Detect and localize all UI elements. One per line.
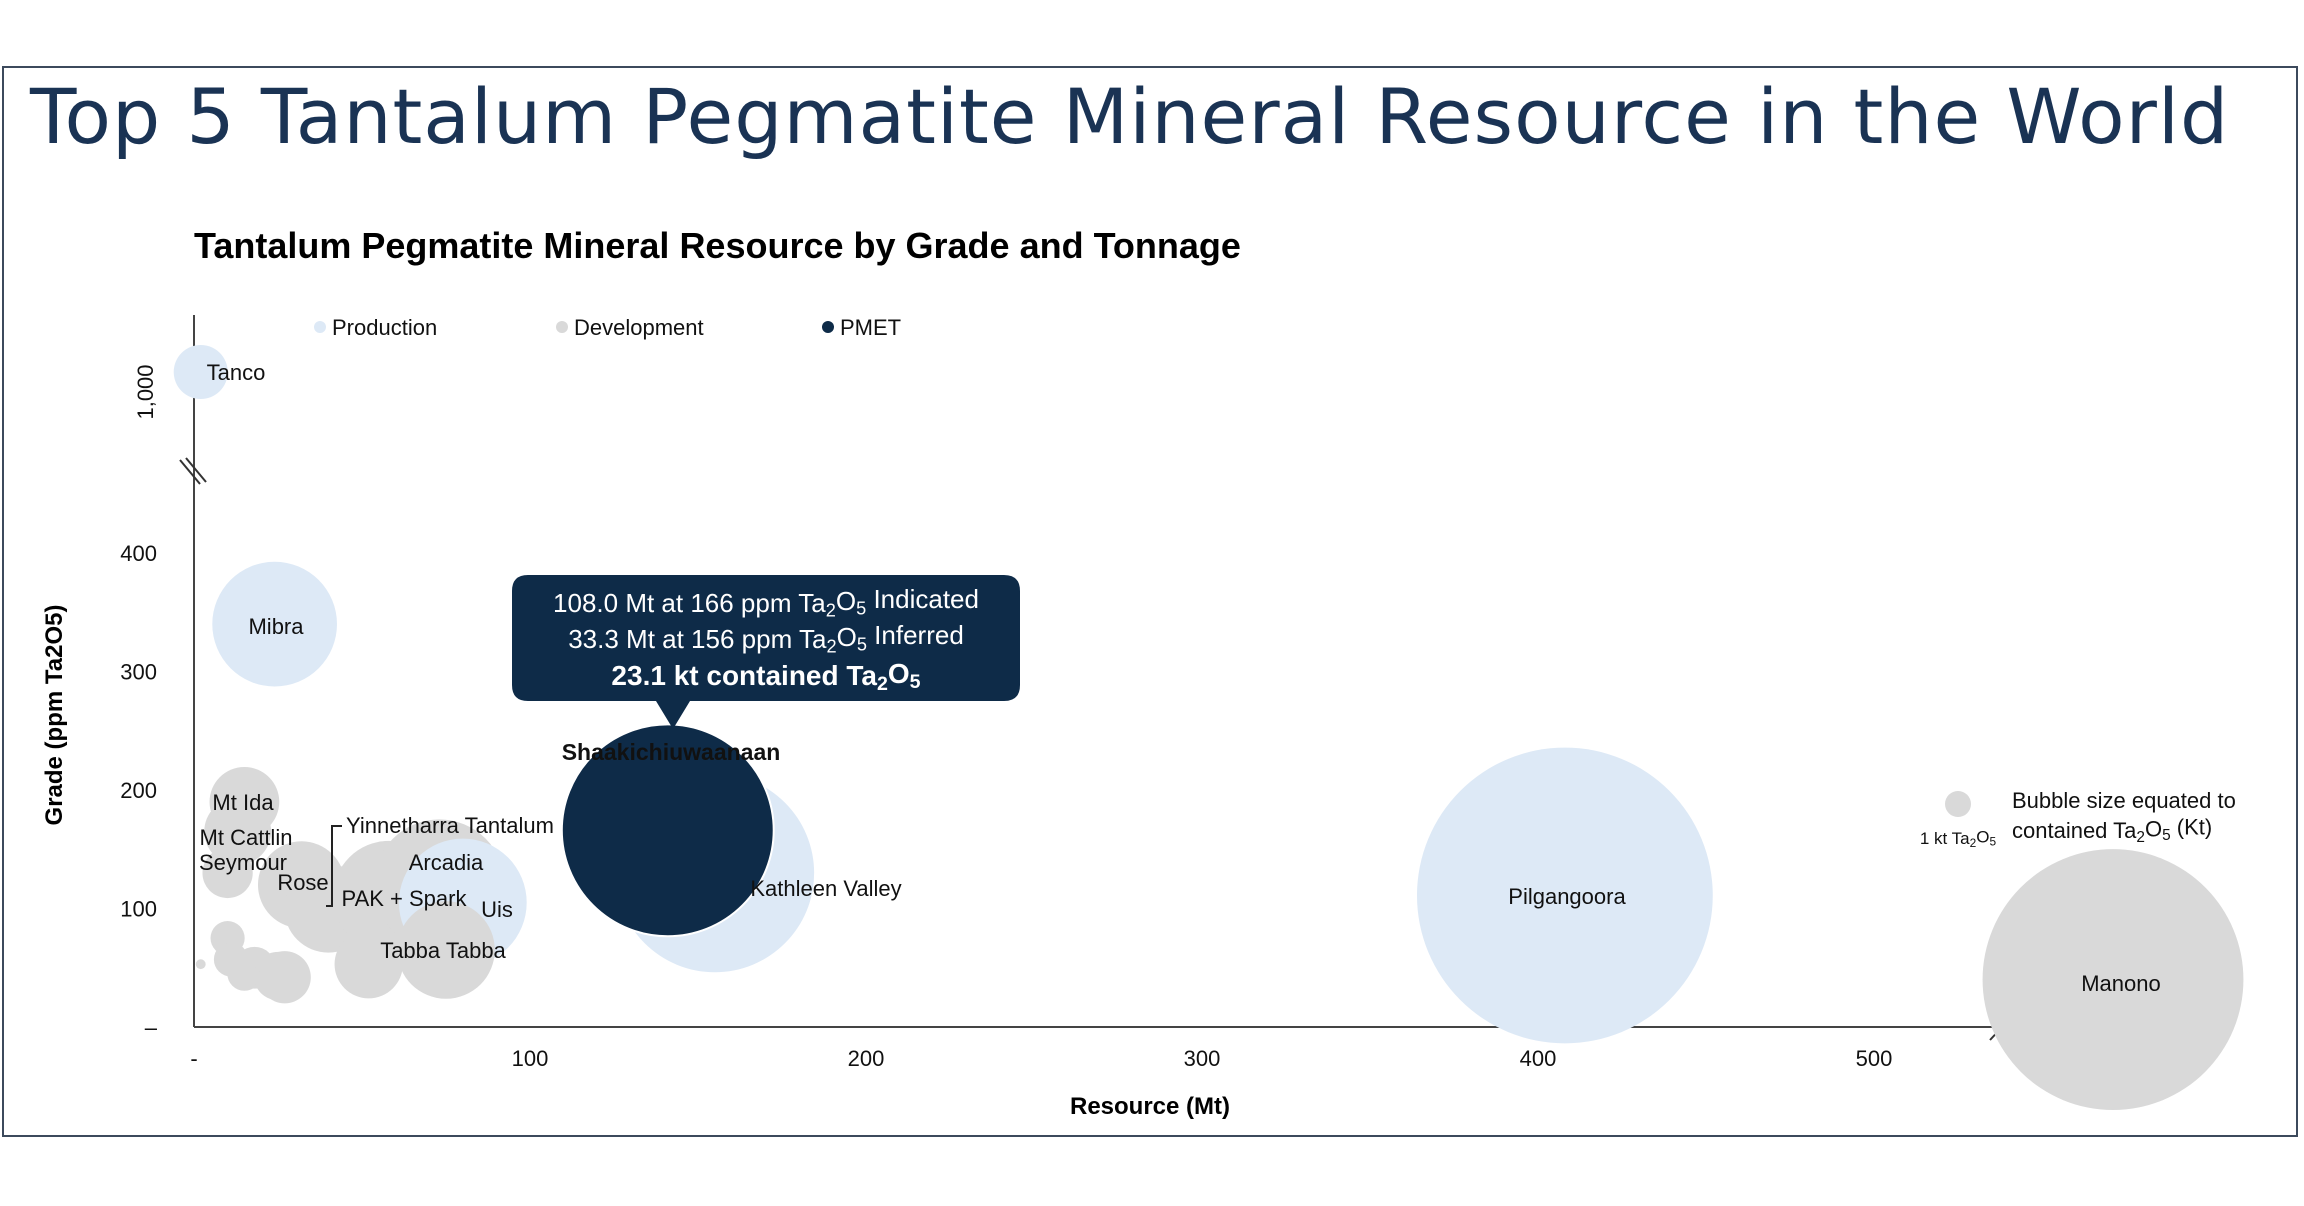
bubble-tanco [173,345,228,399]
bubble-shaakichiuwaanaan [560,723,775,938]
bubble-unlabeled [195,959,206,970]
y-tick-label: 300 [120,660,157,685]
y-tick-label: 200 [120,778,157,803]
bubble-label: Mibra [248,614,304,639]
x-axis-label: Resource (Mt) [1070,1093,1230,1120]
legend-item: PMET [822,315,901,340]
bubble-unlabeled [258,951,311,1004]
bubble-label: Mt Ida [212,790,274,815]
bubble-tabba-tabba [397,901,495,999]
chart-title: Tantalum Pegmatite Mineral Resource by G… [194,225,1241,266]
bubble-label: Yinnetharra Tantalum [346,813,554,838]
y-axis-label: Grade (ppm Ta2O5) [41,605,68,826]
bubble-label: Pilgangoora [1508,884,1626,909]
legend-item: Development [556,315,704,340]
legend-marker [314,321,326,333]
x-tick-label: - [190,1046,197,1071]
x-tick-label: 500 [1856,1046,1893,1071]
legend-label: Development [574,315,704,340]
y-tick-label: 400 [120,541,157,566]
x-tick-label: 200 [848,1046,885,1071]
y-tick-label: 100 [120,897,157,922]
bubble-label: Arcadia [409,850,484,875]
bubble-unlabeled [334,930,403,999]
bubble-unlabeled [227,956,262,991]
bubble-pilgangoora [1416,747,1713,1044]
x-tick-label: 400 [1520,1046,1557,1071]
size-key-bubble [1945,791,1971,817]
bubble-label: Mt Cattlin [200,825,293,850]
callout-annotation: 108.0 Mt at 166 ppm Ta2O5 Indicated33.3 … [512,575,1020,729]
legend-label: PMET [840,315,901,340]
callout-line-2: 33.3 Mt at 156 ppm Ta2O5 Inferred [568,620,964,656]
bubble-size-key: 1 kt Ta2O5 Bubble size equated tocontaine… [1920,788,2236,850]
bubble-label: Tanco [207,360,266,385]
bubble-seymour [202,847,253,899]
bubble-label: Kathleen Valley [750,876,901,901]
legend: Production Development PMET [314,315,901,340]
bubble-label: Rose [277,870,328,895]
bubble-label: Shaakichiuwaanaan [562,739,781,765]
y-axis-break-mark [179,459,201,485]
bubble-label: Tabba Tabba [380,938,506,963]
y-axis-break-mark [185,457,207,483]
callout-box [512,575,1020,729]
size-key-text-line-1: Bubble size equated to [2012,788,2236,813]
size-key-bubble-label: 1 kt Ta2O5 [1920,828,1997,850]
yinnetharra-bracket [326,825,342,907]
bubble-label: Seymour [199,850,287,875]
bubble-mibra [212,561,337,687]
bubble-label: Uis [481,897,513,922]
legend-item: Production [314,315,437,340]
legend-marker [556,321,568,333]
bubble-mt-cattlin [204,798,272,865]
bubble-manono [1982,849,2244,1111]
y-tick-label: 1,000 [133,364,158,419]
slide-title: Top 5 Tantalum Pegmatite Mineral Resourc… [30,72,2230,161]
size-key-text-line-2: contained Ta2O5 (Kt) [2012,815,2212,846]
y-tick-label: – [145,1015,158,1040]
legend-label: Production [332,315,437,340]
x-tick-label: 300 [1184,1046,1221,1071]
bubble-label: Manono [2081,971,2161,996]
legend-marker [822,321,834,333]
bubble-label: PAK + Spark [342,886,468,911]
callout-line-3: 23.1 kt contained Ta2O5 [611,658,920,695]
bubble-series [173,345,2244,1111]
callout-line-1: 108.0 Mt at 166 ppm Ta2O5 Indicated [553,584,979,620]
x-tick-label: 100 [512,1046,549,1071]
slide-frame [2,66,2298,1137]
